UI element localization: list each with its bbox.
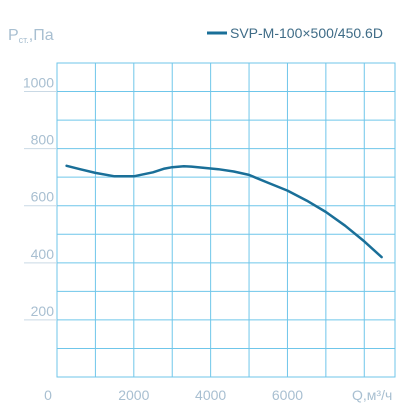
y-tick-label: 400 bbox=[31, 246, 55, 262]
data-point bbox=[325, 211, 327, 213]
y-tick-label: 600 bbox=[31, 189, 55, 205]
data-point bbox=[113, 175, 116, 178]
data-point bbox=[286, 189, 289, 192]
y-axis-label-main: P bbox=[8, 27, 19, 44]
y-tick-label: 1000 bbox=[23, 75, 54, 91]
plot-grid bbox=[56, 62, 396, 378]
data-point bbox=[190, 165, 193, 168]
data-point bbox=[182, 165, 185, 168]
data-point bbox=[133, 175, 135, 178]
data-point bbox=[232, 170, 235, 173]
data-point bbox=[152, 171, 154, 174]
data-point bbox=[267, 182, 270, 184]
y-axis-label-unit: ,Па bbox=[29, 27, 54, 44]
data-point bbox=[363, 240, 366, 243]
x-tick-label: 2000 bbox=[118, 387, 149, 403]
y-axis-label: Pст.,Па bbox=[8, 27, 54, 45]
plot-frame bbox=[56, 62, 396, 378]
data-point bbox=[305, 199, 308, 202]
data-point bbox=[248, 174, 250, 176]
y-axis-label-sub: ст. bbox=[19, 35, 29, 45]
data-point bbox=[79, 168, 81, 170]
x-tick-label: 0 bbox=[44, 387, 52, 403]
data-point bbox=[202, 166, 204, 169]
series-line bbox=[65, 164, 383, 259]
data-point bbox=[65, 164, 68, 167]
series-layer bbox=[65, 164, 383, 259]
y-tick-labels: 200 400 600 800 1000 bbox=[23, 75, 57, 321]
data-point bbox=[171, 166, 174, 168]
x-tick-labels: 0 2000 4000 6000 bbox=[44, 387, 303, 403]
x-axis-label: Q,м³/ч bbox=[352, 387, 392, 403]
y-tick-label: 800 bbox=[31, 132, 55, 148]
data-point bbox=[163, 167, 166, 170]
legend-label: SVP-M-100×500/450.6D bbox=[230, 25, 383, 41]
legend: SVP-M-100×500/450.6D bbox=[207, 25, 383, 41]
x-tick-label: 4000 bbox=[195, 387, 226, 403]
data-point bbox=[94, 172, 97, 174]
x-tick-label: 6000 bbox=[272, 387, 303, 403]
data-point bbox=[380, 256, 383, 258]
y-tick-label: 200 bbox=[31, 303, 55, 319]
data-point bbox=[344, 224, 346, 227]
data-point bbox=[217, 168, 220, 170]
